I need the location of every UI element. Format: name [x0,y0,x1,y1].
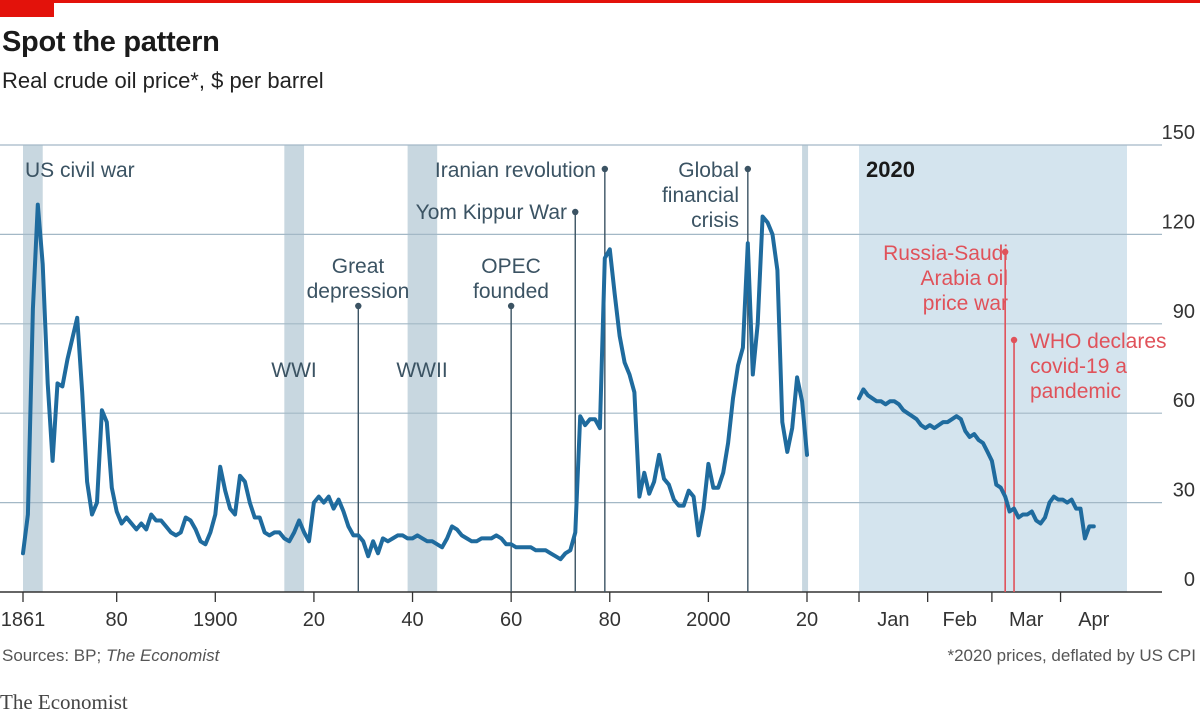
x-tick-label: 40 [401,609,423,631]
x-tick-label: Feb [943,609,977,631]
event-label-line: depression [307,280,410,303]
event-dot [572,208,579,216]
y-tick-label: 60 [1173,390,1195,412]
shaded-label-wwii: WWII [396,359,447,382]
shaded-period-2 [407,145,438,592]
x-tick-label: 1861 [1,609,46,631]
chart-subtitle: Real crude oil price*, $ per barrel [2,68,324,93]
source-prefix: Sources: BP; [2,646,106,665]
x-tick-label: Mar [1009,609,1044,631]
event-label: Iranian revolution [435,159,596,182]
series-line-2020 [857,387,1096,541]
event-dot [355,302,362,310]
event-label: Yom Kippur War [416,201,567,224]
x-tick-label: 1900 [193,609,238,631]
shaded-label-us-civil-war: US civil war [25,159,135,182]
x-tick-label: Jan [877,609,909,631]
y-tick-label: 120 [1162,211,1195,233]
x-tick-label: 2000 [686,609,731,631]
x-tick-label: 60 [500,609,522,631]
event-label: Global financial crisis [662,159,739,232]
source-publication: The Economist [105,646,220,665]
event-label-line: covid-19 a [1030,355,1127,378]
event-label-line: crisis [691,209,739,232]
event-dot-2020 [1001,248,1009,256]
event-dot [601,165,609,173]
event-label-2020: Russia-Saudi Arabia oil price war [883,242,1008,315]
shaded-label-wwi: WWI [271,359,316,382]
chart-title: Spot the pattern [2,26,220,58]
x-tick-label: Apr [1078,609,1109,631]
accent-rule [0,0,1200,3]
event-label-line: financial [662,184,739,207]
event-label-line: founded [473,280,549,303]
y-tick-label: 0 [1184,569,1195,591]
y-tick-label: 30 [1173,480,1195,502]
shaded-period-3 [802,145,809,592]
event-label: OPEC founded [473,255,549,303]
panel-title-2020: 2020 [866,157,915,182]
y-tick-label: 90 [1173,301,1195,323]
event-dot [507,302,515,310]
event-dot [744,165,752,173]
x-tick-label: 20 [303,609,325,631]
event-label-line: Global [678,159,739,182]
publisher-logo: The Economist [0,690,128,714]
shaded-period-1 [284,145,305,592]
event-label-2020: WHO declares covid-19 a pandemic [1030,330,1167,403]
event-label-line: pandemic [1030,380,1121,403]
y-tick-label: 150 [1162,122,1195,144]
event-label-line: Russia-Saudi [883,242,1008,265]
event-label-line: Great [332,255,385,278]
series-line-history [21,202,809,562]
event-label-line: WHO declares [1030,330,1167,353]
x-tick-label: 20 [796,609,818,631]
event-label-line: Arabia oil [920,267,1008,290]
event-dot-2020 [1010,336,1018,344]
deflation-footnote: *2020 prices, deflated by US CPI [947,646,1196,665]
x-tick-label: 80 [106,609,128,631]
event-label-line: OPEC [481,255,541,278]
source-note: Sources: BP; The Economist [2,646,219,666]
event-label: Great depression [307,255,410,303]
event-label-line: price war [923,292,1008,315]
x-tick-label: 80 [599,609,621,631]
accent-tab [0,0,54,17]
